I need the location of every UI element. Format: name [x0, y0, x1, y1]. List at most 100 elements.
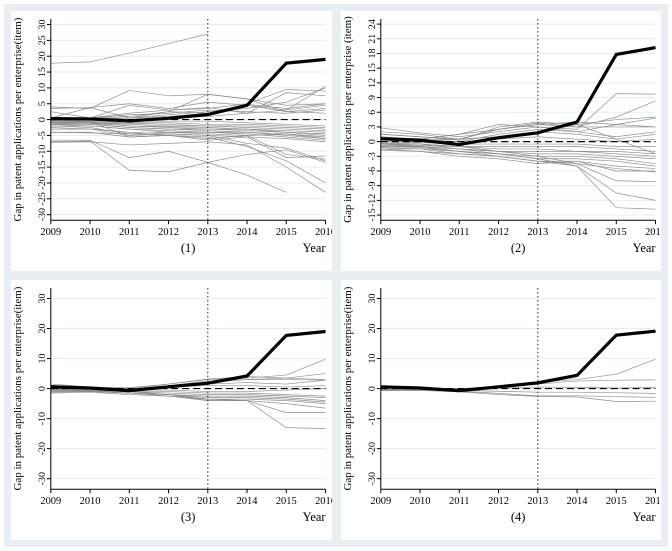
control-line [50, 125, 326, 160]
x-tick-label: 2011 [449, 496, 469, 507]
control-line [50, 33, 208, 64]
y-tick-label: 30 [37, 293, 48, 303]
control-line [50, 120, 326, 130]
y-tick-label: -30 [367, 472, 378, 485]
panel-3-chart: -30 -20 -10 0 10 20 30 2009 2010 2011 2012 2013 2014… [11, 280, 332, 540]
x-tick-label: 2013 [527, 496, 548, 507]
x-tick-label: 2016 [315, 496, 331, 507]
y-tick-label: 10 [37, 83, 48, 93]
x-tick-label: 2011 [119, 227, 139, 238]
y-tick-label: -10 [367, 412, 378, 425]
gridlines [380, 297, 656, 480]
treated-line [50, 329, 326, 393]
panel-background [11, 11, 332, 271]
x-tick-label: 2015 [605, 227, 626, 238]
x-tick-label: 2015 [276, 227, 297, 238]
y-tick-label: 6 [367, 110, 378, 115]
panel-1-cell: -30 -25 -20 -15 -10 -5 0 5 10 15 20 25 30 2009 2010 201… [11, 11, 332, 271]
y-tick-label: 9 [367, 95, 378, 100]
axes: -30 -25 -20 -15 -10 -5 0 5 10 15 20 25 30 2009 2010 201… [37, 18, 332, 238]
y-tick-label: -30 [37, 472, 48, 485]
x-tick-label: 2011 [449, 227, 469, 238]
control-line [50, 391, 326, 403]
x-tick-label: 2009 [40, 496, 61, 507]
control-line [50, 141, 326, 193]
treated-line [380, 329, 656, 393]
y-tick-label: 0 [37, 117, 48, 122]
y-tick-label: 20 [37, 324, 48, 334]
x-axis-title: Year [303, 241, 327, 255]
y-tick-label: -20 [37, 176, 48, 189]
panel-number-label: (1) [181, 241, 196, 255]
y-tick-label: -5 [37, 131, 48, 139]
y-tick-label: 20 [367, 324, 378, 334]
y-tick-label: 0 [37, 386, 48, 391]
control-line [50, 127, 326, 162]
control-line [50, 139, 326, 163]
y-axis-title: Gap in patent applications per enterpris… [12, 286, 24, 490]
panel-number-label: (3) [181, 510, 196, 524]
panel-2-chart: -15-12 -9 -6 -3 0 3 6 9 12 15 18 21 24 2009 2010 2011 20… [340, 11, 661, 271]
treated-line [50, 57, 326, 123]
y-tick-label: 15 [37, 67, 48, 77]
control-line [380, 390, 656, 402]
y-tick-label: 30 [37, 20, 48, 30]
x-tick-label: 2015 [605, 496, 626, 507]
panel-number-label: (2) [510, 241, 525, 255]
y-tick-label: -9 [367, 182, 378, 190]
x-tick-label: 2011 [119, 496, 139, 507]
control-line [50, 123, 326, 138]
y-tick-label: -25 [37, 192, 48, 205]
y-tick-label: -3 [367, 152, 378, 160]
y-tick-label: 0 [367, 139, 378, 144]
control-line [50, 122, 326, 133]
y-tick-label: 10 [37, 354, 48, 364]
y-tick-label: -12 [367, 194, 378, 207]
x-tick-label: 2009 [370, 496, 391, 507]
control-line [50, 120, 326, 128]
control-line [380, 142, 656, 147]
control-line [380, 389, 656, 398]
y-axis-title: Gap in patent applications per enterpris… [341, 286, 353, 490]
treated-line [380, 46, 656, 147]
y-tick-label: 15 [367, 63, 378, 73]
figure-grid: -30 -25 -20 -15 -10 -5 0 5 10 15 20 25 30 2009 2010 201… [4, 4, 668, 547]
y-tick-label: 0 [367, 386, 378, 391]
y-tick-label: -20 [367, 442, 378, 455]
control-line [380, 143, 656, 183]
y-axis-title: Gap in patent applications per enterpris… [341, 16, 353, 223]
panel-2-cell: -15 -12 -9 -6 -3 0 3 6 9 12 15 18 21 24 2009 2010 2011 20… [340, 11, 661, 271]
panel-4-cell: -30 -20 -10 0 10 20 30 2009 2010 2011 2012 2013 2014… [340, 280, 661, 540]
control-line [50, 120, 326, 139]
x-tick-label: 2010 [409, 496, 430, 507]
control-line [380, 121, 656, 140]
panel-background [340, 280, 661, 540]
y-tick-label: 3 [367, 124, 378, 129]
y-tick-label: 25 [37, 35, 48, 45]
control-line [380, 142, 656, 201]
x-tick-label: 2012 [158, 496, 179, 507]
x-tick-label: 2010 [80, 227, 101, 238]
x-tick-label: 2013 [527, 227, 548, 238]
x-tick-label: 2012 [488, 227, 509, 238]
control-line [50, 389, 326, 413]
y-tick-label: -15 [367, 208, 378, 221]
panel-1-chart: -30 -25 -20 -15 -10 -5 0 5 10 15 20 25 30 2009 2010 201… [11, 11, 332, 271]
control-line [50, 90, 326, 109]
x-tick-label: 2010 [409, 227, 430, 238]
axes: -30 -20 -10 0 10 20 30 2009 2010 2011 2012 2013 2014… [367, 287, 661, 507]
x-tick-label: 2010 [80, 496, 101, 507]
y-tick-label: 5 [37, 101, 48, 106]
x-tick-label: 2012 [488, 496, 509, 507]
control-line [50, 131, 326, 184]
axes: -15-12 -9 -6 -3 0 3 6 9 12 15 18 21 24 2009 2010 2011 20… [367, 18, 661, 238]
y-tick-label: 24 [367, 19, 378, 29]
x-tick-label: 2009 [370, 227, 391, 238]
x-axis-title: Year [303, 510, 327, 524]
panel-number-label: (4) [510, 510, 525, 524]
x-tick-label: 2013 [197, 496, 218, 507]
control-line [380, 93, 656, 138]
control-line [50, 89, 326, 119]
y-tick-label: -20 [37, 442, 48, 455]
